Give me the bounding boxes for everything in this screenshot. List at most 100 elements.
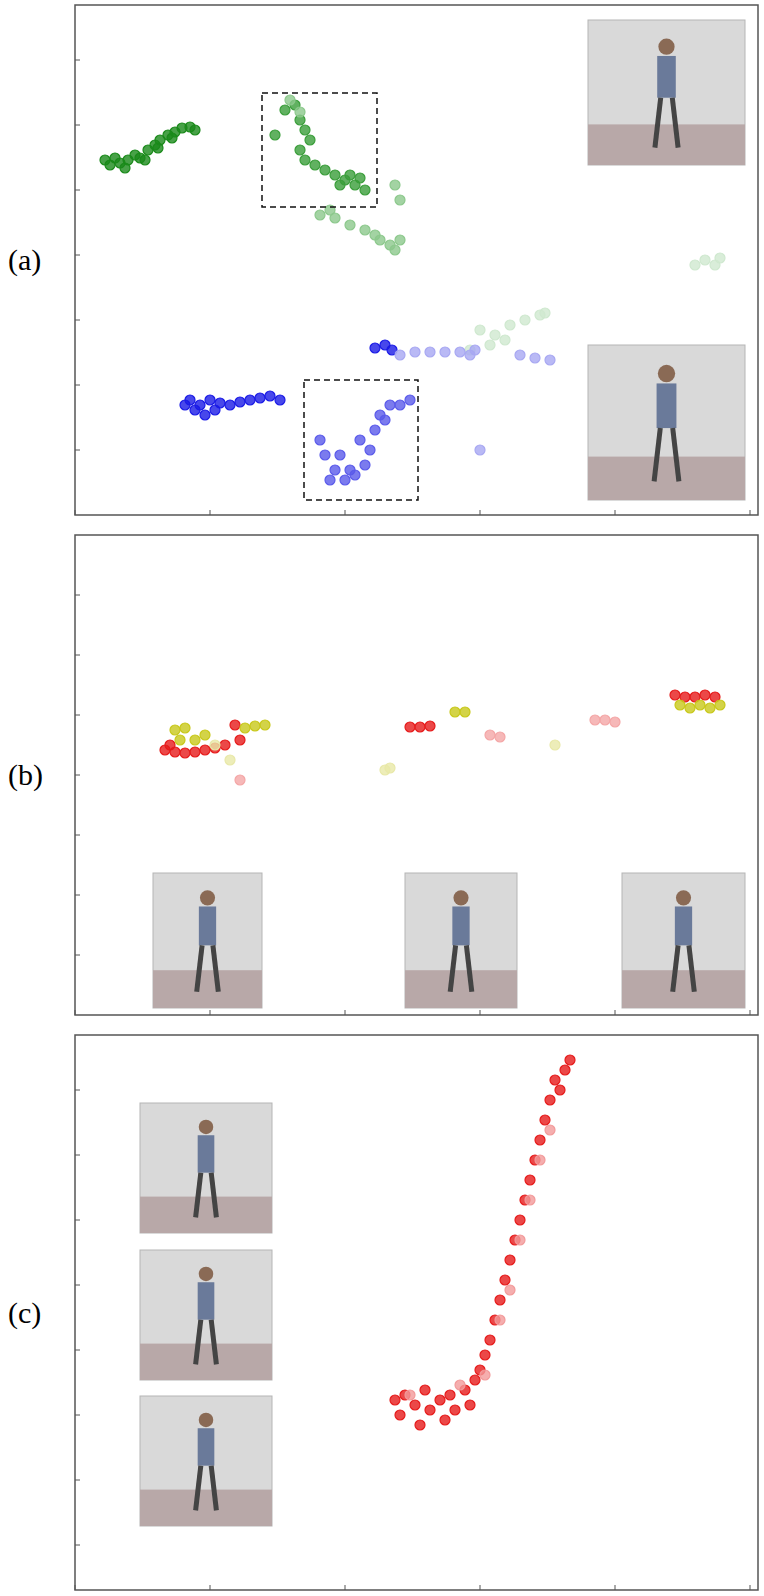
point: [555, 1085, 565, 1095]
point: [380, 415, 390, 425]
x-tick: [480, 1010, 481, 1015]
point: [200, 730, 210, 740]
x-tick: [480, 510, 481, 515]
panel: [75, 5, 758, 515]
x-tick: [615, 510, 616, 515]
point: [395, 350, 405, 360]
point: [285, 95, 295, 105]
point: [470, 1375, 480, 1385]
point: [360, 460, 370, 470]
point: [180, 400, 190, 410]
panel-label: (c): [8, 1296, 41, 1330]
point: [210, 740, 220, 750]
y-tick: [75, 1545, 80, 1546]
point: [240, 723, 250, 733]
point: [385, 763, 395, 773]
x-tick: [750, 1585, 751, 1590]
photo-placeholder: [405, 873, 517, 1008]
y-tick: [75, 60, 80, 61]
point: [310, 160, 320, 170]
y-tick: [75, 1285, 80, 1286]
photo-placeholder: [153, 873, 262, 1008]
point: [515, 1215, 525, 1225]
y-tick: [75, 775, 80, 776]
panel: [75, 535, 758, 1015]
point: [700, 255, 710, 265]
point: [485, 730, 495, 740]
photo-placeholder: [588, 345, 745, 500]
point: [390, 180, 400, 190]
point: [500, 335, 510, 345]
point: [330, 465, 340, 475]
point: [495, 1295, 505, 1305]
point: [395, 235, 405, 245]
point: [395, 1410, 405, 1420]
point: [345, 465, 355, 475]
plot-frame: [75, 5, 758, 515]
point: [167, 133, 177, 143]
point: [490, 330, 500, 340]
y-tick: [75, 1350, 80, 1351]
point: [405, 1390, 415, 1400]
point: [560, 1065, 570, 1075]
panel: [75, 1035, 758, 1590]
point: [480, 1370, 490, 1380]
point: [450, 707, 460, 717]
point: [420, 1385, 430, 1395]
point: [335, 180, 345, 190]
point: [535, 1155, 545, 1165]
marks: [390, 1055, 575, 1430]
point: [535, 1135, 545, 1145]
point: [495, 732, 505, 742]
point: [505, 320, 515, 330]
point: [370, 230, 380, 240]
point: [450, 1405, 460, 1415]
point: [365, 445, 375, 455]
point: [425, 1405, 435, 1415]
point: [440, 347, 450, 357]
y-tick: [75, 835, 80, 836]
point: [415, 1420, 425, 1430]
point: [390, 1395, 400, 1405]
point: [690, 260, 700, 270]
point: [360, 185, 370, 195]
x-tick: [615, 1010, 616, 1015]
x-tick: [345, 510, 346, 515]
panel-label: (b): [8, 758, 43, 792]
point: [385, 400, 395, 410]
point: [190, 735, 200, 745]
point: [480, 1350, 490, 1360]
point: [545, 1095, 555, 1105]
point: [200, 745, 210, 755]
y-tick: [75, 385, 80, 386]
point: [275, 395, 285, 405]
point: [540, 308, 550, 318]
point: [320, 450, 330, 460]
marks: [160, 690, 725, 785]
point: [505, 1255, 515, 1265]
point: [210, 405, 220, 415]
point: [280, 105, 290, 115]
point: [415, 722, 425, 732]
point: [245, 395, 255, 405]
point: [315, 210, 325, 220]
point: [295, 145, 305, 155]
point: [410, 1400, 420, 1410]
photo-placeholder: [140, 1103, 272, 1233]
y-tick: [75, 1155, 80, 1156]
point: [505, 1285, 515, 1295]
point: [550, 740, 560, 750]
photo-placeholder: [140, 1396, 272, 1526]
point: [330, 170, 340, 180]
point: [465, 1400, 475, 1410]
point: [685, 703, 695, 713]
photo-placeholder: [140, 1250, 272, 1380]
photo-placeholder: [622, 873, 745, 1008]
point: [425, 347, 435, 357]
point: [355, 435, 365, 445]
plot-frame: [75, 1035, 758, 1590]
highlight-box: [262, 93, 377, 207]
point: [495, 1315, 505, 1325]
point: [250, 721, 260, 731]
x-tick: [75, 1010, 76, 1015]
